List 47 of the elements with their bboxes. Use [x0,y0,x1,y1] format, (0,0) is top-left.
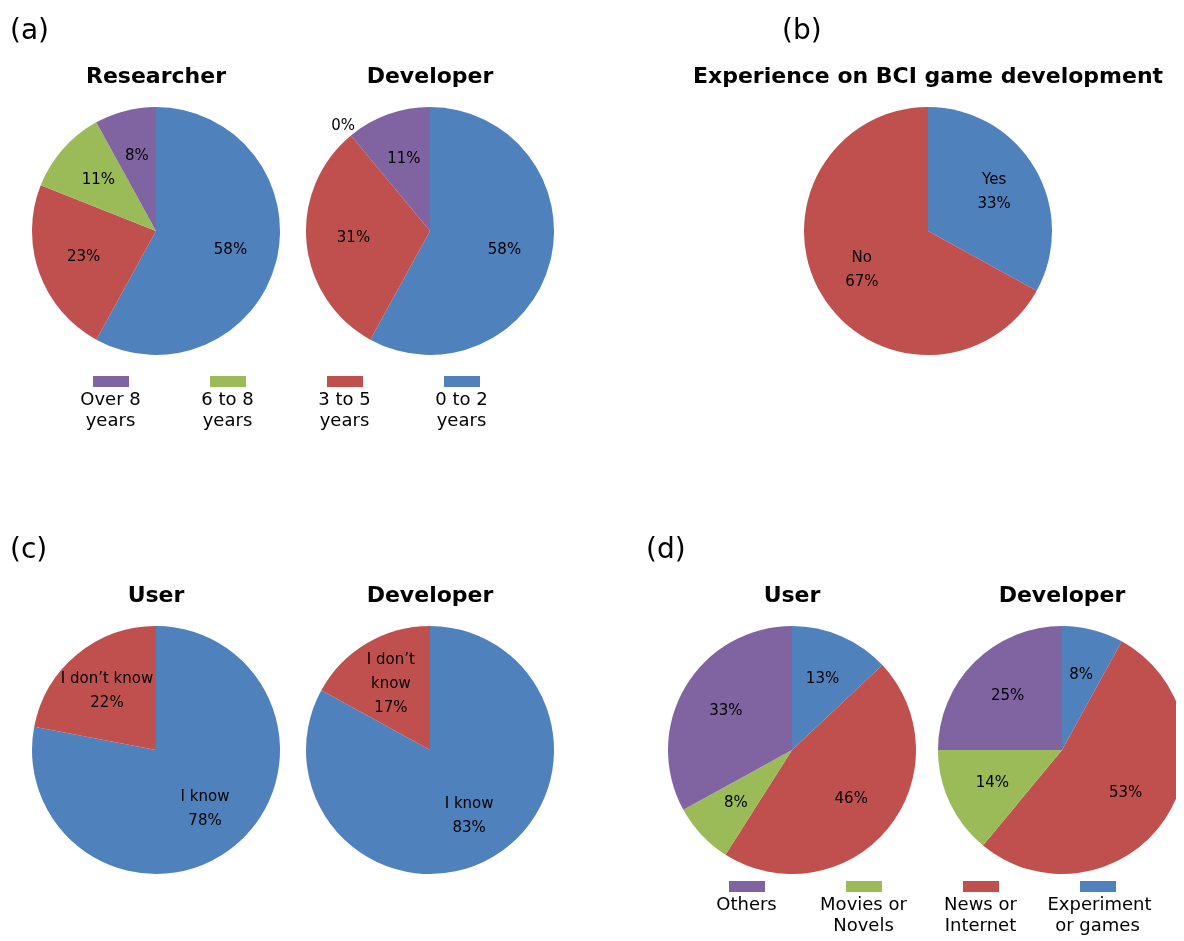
legend-label: 6 to 8 years [200,388,255,430]
chart-title: Developer [366,63,494,88]
chart-title: Developer [998,582,1126,607]
data-label: 14% [975,772,1010,791]
data-label: 17% [374,697,408,716]
text: (c) [10,532,48,565]
data-label: 58% [487,240,522,259]
slice-label: I know [444,794,494,813]
chart-title: Researcher [85,63,227,88]
data-label: 46% [834,788,868,807]
data-label: 83% [452,818,486,837]
data-label: 53% [1108,783,1143,802]
legend-label: Over 8 years [79,388,142,430]
slice-label: No [851,248,873,267]
data-label: 22% [90,692,124,711]
legend-label: 3 to 5 years [317,388,372,430]
chart-title: Developer [366,582,494,607]
data-label: 58% [213,240,248,259]
data-label: 25% [990,685,1025,704]
slice-label: I know [180,787,230,806]
data-label: 23% [66,246,101,265]
data-label: 8% [124,146,149,165]
text: 0% [331,115,355,134]
data-label: 11% [81,170,115,189]
data-label: 67% [845,272,879,291]
data-label: 78% [188,811,222,830]
data-label: 8% [1069,665,1094,684]
data-label: 11% [387,148,421,167]
data-label: 8% [724,792,748,811]
data-label: 13% [805,669,840,688]
data-label: 31% [336,228,371,247]
chart-title: User [127,582,185,607]
text: (a) [10,13,50,46]
text: (d) [646,532,686,565]
slice-label: I don’t know [366,649,416,692]
chart-title: Experience on BCI game development [692,63,1164,88]
slice-label: Yes [981,169,1007,188]
data-label: 33% [709,700,743,719]
legend-label: 0 to 2 years [434,388,489,430]
legend-label: News or Internet [943,893,1018,935]
slice-label: I don’t know [60,668,154,687]
text: (b) [782,13,822,46]
legend-label: Experiment or games [1047,893,1152,935]
data-label: 33% [977,193,1011,212]
legend-label: Movies or Novels [819,893,908,935]
chart-title: User [763,582,821,607]
legend-label: Others [715,893,778,914]
